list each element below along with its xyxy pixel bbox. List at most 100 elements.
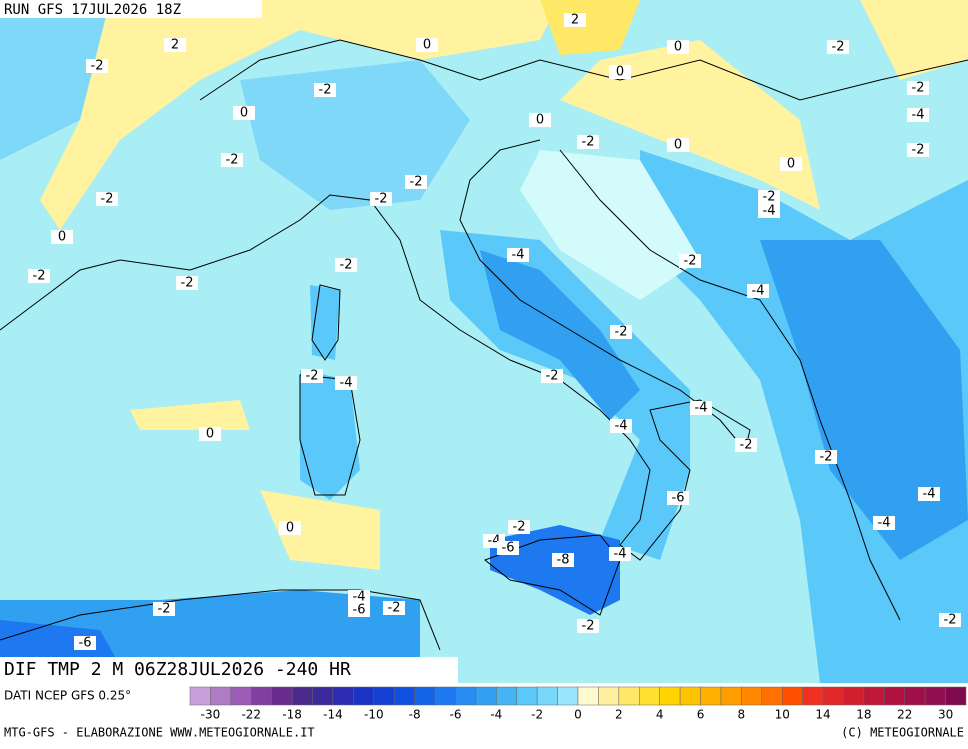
label-bg [164, 38, 186, 52]
label-bg [758, 204, 780, 218]
label-bg [815, 450, 837, 464]
colorbar-cell [312, 686, 334, 706]
colorbar-cell [393, 686, 415, 706]
label-bg [348, 590, 370, 604]
contour-label: -4 [614, 547, 627, 562]
contour-label: -2 [912, 143, 925, 158]
contour-label: -2 [91, 59, 104, 74]
contour-label: -6 [502, 541, 515, 556]
contour-label: -4 [923, 487, 936, 502]
label-bg [86, 59, 108, 73]
contour-label: -2 [546, 369, 559, 384]
contour-label: -4 [512, 248, 525, 263]
label-bg [221, 153, 243, 167]
contour-label: -2 [388, 601, 401, 616]
colorbar-cell [761, 686, 783, 706]
colorbar-cell [720, 686, 742, 706]
label-bg [507, 248, 529, 262]
contour-label: 0 [423, 38, 431, 53]
run-box [0, 0, 262, 18]
colorbar-cell [659, 686, 681, 706]
label-bg [199, 427, 221, 441]
contour-label: -4 [878, 516, 891, 531]
contour-label: -4 [340, 376, 353, 391]
colorbar-cell [904, 686, 926, 706]
colorbar-cell [924, 686, 946, 706]
label-bg [564, 13, 586, 27]
contour-label: -6 [353, 603, 366, 618]
colorbar-label: -4 [490, 708, 502, 722]
contour-label: -4 [615, 419, 628, 434]
colorbar-cell [557, 686, 579, 706]
label-bg [679, 254, 701, 268]
colorbar-cell [598, 686, 620, 706]
colorbar-cell [271, 686, 293, 706]
label-bg [176, 276, 198, 290]
contour-label: 0 [206, 427, 214, 442]
contour-label: -2 [740, 438, 753, 453]
colorbar-label: 8 [738, 708, 746, 722]
colorbar-cell [741, 686, 763, 706]
label-bg [610, 325, 632, 339]
credit: MTG-GFS - ELABORAZIONE WWW.METEOGIORNALE… [4, 726, 315, 740]
contour-label: -2 [101, 192, 114, 207]
contour-label: 0 [536, 113, 544, 128]
contour-label: 0 [616, 65, 624, 80]
colorbar-label: -2 [531, 708, 543, 722]
colorbar-label: 2 [615, 708, 623, 722]
contour-label: 0 [240, 106, 248, 121]
label-bg [279, 521, 301, 535]
colorbar-cell [189, 686, 211, 706]
colorbar-cell [291, 686, 313, 706]
contour-label: -6 [79, 636, 92, 651]
label-bg [96, 192, 118, 206]
contour-label: 0 [674, 40, 682, 55]
label-bg [907, 81, 929, 95]
coastlines [0, 39, 968, 651]
contour-label: -4 [752, 284, 765, 299]
label-bg [939, 613, 961, 627]
label-bg [552, 553, 574, 567]
colorbar-label: -8 [409, 708, 421, 722]
colorbar-cell [884, 686, 905, 706]
label-bg [758, 190, 780, 204]
colorbar-cell [700, 686, 722, 706]
contour-label: 2 [171, 38, 179, 53]
contour-label: -2 [181, 276, 194, 291]
label-bg [747, 284, 769, 298]
label-bg [735, 438, 757, 452]
label-bg [335, 376, 357, 390]
colorbar-cell [414, 686, 436, 706]
label-bg [301, 369, 323, 383]
colorbar: -30 -22 -18 -14 -10 -8 -6 -4 -2 0 2 4 6 8 10 14 18 22 30 [189, 686, 967, 722]
label-bg [609, 547, 631, 561]
contour-label: -4 [763, 204, 776, 219]
colorbar-label: -6 [449, 708, 461, 722]
label-bg [907, 108, 929, 122]
contour-label: 0 [674, 138, 682, 153]
label-bg [610, 419, 632, 433]
run-label: RUN GFS 17JUL2026 18Z [4, 2, 181, 18]
contour-label: -2 [820, 450, 833, 465]
contour-label: -2 [944, 613, 957, 628]
colorbar-cell [455, 686, 477, 706]
colorbar-label: 10 [775, 708, 790, 722]
colorbar-cell [496, 686, 517, 706]
colorbar-cell [536, 686, 558, 706]
contour-label: -2 [912, 81, 925, 96]
label-bg [918, 487, 940, 501]
colorbar-cell [639, 686, 660, 706]
colorbar-cell [802, 686, 824, 706]
label-bg [335, 258, 357, 272]
colorbar-label: 6 [697, 708, 705, 722]
colorbar-label: 18 [856, 708, 871, 722]
colorbar-label: -30 [201, 708, 221, 722]
contour-label: -2 [319, 83, 332, 98]
contour-label: 0 [58, 230, 66, 245]
colorbar-label: -14 [323, 708, 343, 722]
label-bg [609, 65, 631, 79]
colorbar-label: 4 [656, 708, 664, 722]
colorbar-cell [210, 686, 232, 706]
colorbar-cell [618, 686, 640, 706]
label-bg [28, 269, 50, 283]
